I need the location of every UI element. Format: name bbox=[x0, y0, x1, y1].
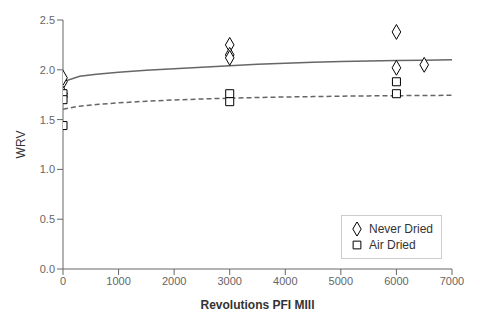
svg-text:4000: 4000 bbox=[273, 275, 297, 287]
svg-text:1000: 1000 bbox=[106, 275, 130, 287]
svg-text:WRV: WRV bbox=[14, 131, 28, 159]
html-text:Air Dried: Air Dried bbox=[369, 238, 416, 252]
svg-text:2.5: 2.5 bbox=[40, 14, 55, 26]
svg-text:3000: 3000 bbox=[217, 275, 241, 287]
svg-text:6000: 6000 bbox=[384, 275, 408, 287]
svg-text:1.5: 1.5 bbox=[40, 114, 55, 126]
svg-text:2.0: 2.0 bbox=[40, 64, 55, 76]
svg-text:0.0: 0.0 bbox=[40, 263, 55, 275]
svg-text:5000: 5000 bbox=[329, 275, 353, 287]
svg-text:0.5: 0.5 bbox=[40, 213, 55, 225]
svg-text:0: 0 bbox=[60, 275, 66, 287]
html-text:Never Dried: Never Dried bbox=[369, 222, 433, 236]
svg-text:7000: 7000 bbox=[440, 275, 464, 287]
svg-text:2000: 2000 bbox=[162, 275, 186, 287]
svg-text:1.0: 1.0 bbox=[40, 163, 55, 175]
svg-text:Revolutions PFI MIll: Revolutions PFI MIll bbox=[200, 298, 314, 312]
